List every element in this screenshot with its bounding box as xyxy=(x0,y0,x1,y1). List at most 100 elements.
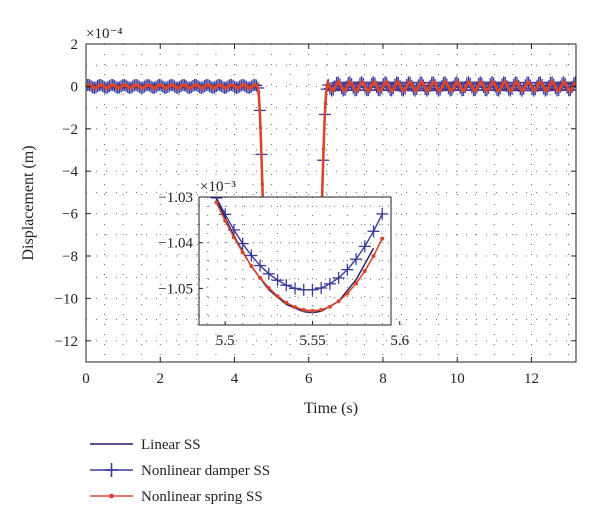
spring-marker xyxy=(518,86,523,90)
legend-label-spring: Nonlinear spring SS xyxy=(141,489,263,505)
spring-marker xyxy=(457,82,461,86)
spring-marker xyxy=(420,80,424,85)
spring-marker xyxy=(524,83,528,88)
spring-marker xyxy=(357,85,361,90)
inset-series xyxy=(210,197,389,314)
spring-marker xyxy=(362,82,367,87)
spring-marker xyxy=(559,84,563,89)
spring-marker xyxy=(462,87,467,92)
spring-marker xyxy=(422,82,426,87)
spring-marker xyxy=(446,83,450,88)
spring-marker xyxy=(564,83,569,88)
spring-marker xyxy=(503,80,508,85)
inset-x-tick-label: 5.55 xyxy=(299,333,325,349)
spring-marker xyxy=(568,88,573,93)
legend-item-linear: Linear SS xyxy=(90,437,201,453)
spring-marker xyxy=(557,88,562,92)
legend-item-spring: Nonlinear spring SS xyxy=(90,489,263,505)
inset-spring-marker xyxy=(231,235,236,240)
inset-y-multiplier: ×10⁻³ xyxy=(200,179,236,195)
spring-marker xyxy=(349,81,354,85)
main-x-tick-label: 12 xyxy=(524,371,539,387)
main-x-axis-label: Time (s) xyxy=(304,400,358,417)
inset-spring-marker xyxy=(284,300,289,305)
spring-marker xyxy=(370,82,374,87)
spring-marker xyxy=(410,84,415,89)
main-y-tick-label: 2 xyxy=(71,37,79,53)
spring-marker xyxy=(438,88,443,92)
main-x-tick-label: 8 xyxy=(379,371,387,387)
main-y-tick-label: −8 xyxy=(62,249,78,265)
spring-marker xyxy=(397,82,402,86)
spring-marker xyxy=(433,81,437,86)
main-plot-frame xyxy=(85,43,577,363)
inset-y-tick-label: −1.05 xyxy=(158,281,193,297)
inset-spring-marker xyxy=(266,285,271,290)
spring-marker xyxy=(373,81,378,86)
spring-marker xyxy=(509,88,513,93)
spring-marker xyxy=(355,88,359,93)
spring-marker xyxy=(563,80,567,85)
main-x-tick-label: 10 xyxy=(450,371,465,387)
inset-damper-line xyxy=(215,197,383,291)
spring-marker xyxy=(475,85,480,90)
legend-label-damper: Nonlinear damper SS xyxy=(141,463,270,479)
spring-marker xyxy=(516,82,521,86)
spring-marker xyxy=(486,86,491,91)
spring-marker xyxy=(327,83,331,88)
spring-marker xyxy=(258,126,263,130)
spring-marker xyxy=(399,86,404,90)
inset-spring-marker xyxy=(223,218,228,223)
spring-marker xyxy=(470,84,474,89)
spring-marker xyxy=(473,88,478,93)
spring-marker xyxy=(546,86,550,91)
spring-marker xyxy=(553,85,558,90)
inset-spring-line xyxy=(215,202,383,312)
spring-marker xyxy=(256,90,261,95)
main-y-tick-label: −10 xyxy=(55,291,78,307)
spring-marker xyxy=(414,88,419,93)
inset-ticks: 5.5 5.55 5.6 −1.03 −1.04 −1.05 xyxy=(158,190,409,349)
legend-label-linear: Linear SS xyxy=(141,437,201,453)
spring-marker xyxy=(540,82,545,87)
spring-marker xyxy=(338,82,343,86)
inset-spring-marker xyxy=(240,250,245,255)
spring-marker xyxy=(533,88,537,93)
inset-spring-marker xyxy=(249,264,254,269)
spring-marker xyxy=(459,86,463,90)
spring-marker xyxy=(409,81,413,85)
main-y-tick-label: −2 xyxy=(62,122,78,138)
inset-y-tick-label: −1.04 xyxy=(158,236,193,252)
inset-spring-marker xyxy=(336,299,341,304)
spring-marker xyxy=(260,182,265,187)
inset-plot-frame xyxy=(198,196,392,326)
spring-marker xyxy=(551,81,556,86)
inset-spring-marker xyxy=(371,253,376,258)
spring-marker xyxy=(451,86,456,90)
spring-marker xyxy=(434,85,439,90)
spring-marker xyxy=(492,81,497,86)
spring-marker xyxy=(344,87,348,92)
spring-marker xyxy=(498,88,502,92)
main-x-tick-label: 0 xyxy=(82,371,90,387)
main-x-tick-label: 4 xyxy=(231,371,239,387)
inset-spring-marker xyxy=(380,236,385,241)
spring-marker xyxy=(511,86,515,90)
spring-marker xyxy=(479,80,484,85)
main-x-tick-label: 2 xyxy=(156,371,164,387)
main-y-tick-label: 0 xyxy=(71,79,79,95)
inset-spring-marker xyxy=(327,304,332,309)
inset-spring-marker xyxy=(310,308,315,313)
spring-marker xyxy=(427,86,432,91)
spring-marker xyxy=(535,85,539,90)
spring-marker xyxy=(538,80,543,85)
spring-marker xyxy=(405,83,409,88)
spring-marker xyxy=(468,81,473,85)
inset-spring-marker xyxy=(275,294,280,299)
legend: Linear SS Nonlinear damper SS Nonlinear … xyxy=(90,437,270,505)
spring-marker xyxy=(360,80,365,85)
spring-marker xyxy=(390,88,395,93)
inset-spring-marker xyxy=(362,269,367,274)
spring-marker xyxy=(331,88,335,93)
